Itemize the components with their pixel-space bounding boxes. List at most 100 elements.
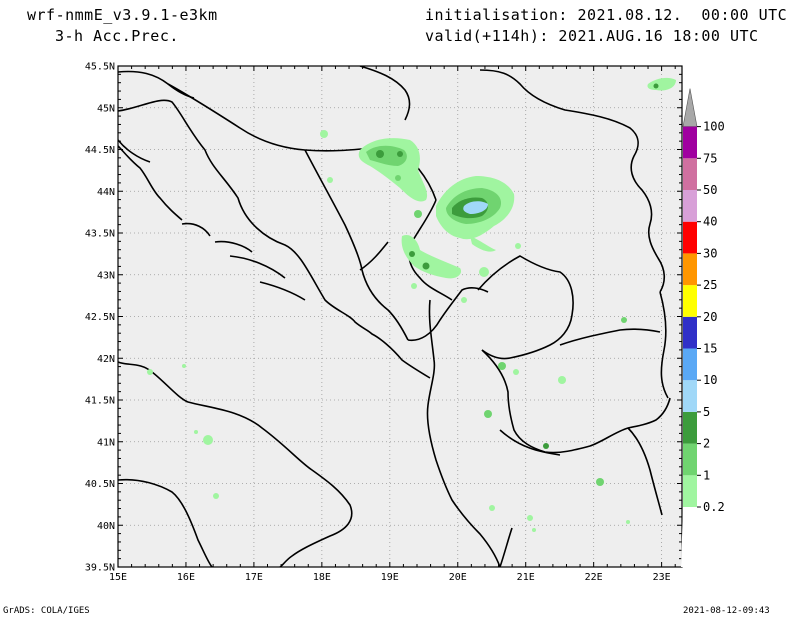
precip-cell-18 bbox=[194, 430, 198, 434]
model-name: wrf-nmmE_v3.9.1-e3km bbox=[27, 6, 218, 24]
precip-cell-19 bbox=[213, 493, 219, 499]
precip-tail-serbia bbox=[470, 236, 496, 252]
italy-heel-coastline bbox=[118, 361, 353, 567]
lat-label: 40.5N bbox=[85, 479, 115, 490]
montenegro-border bbox=[359, 241, 489, 342]
legend-swatch bbox=[683, 126, 697, 159]
legend-label: 30 bbox=[703, 246, 717, 260]
lat-label: 44.5N bbox=[85, 145, 115, 156]
greece-border bbox=[499, 427, 663, 516]
precip-cell-16 bbox=[182, 364, 186, 368]
macedonia-border bbox=[481, 349, 671, 454]
croatia-islands bbox=[118, 139, 306, 301]
precip-cell-6 bbox=[414, 210, 422, 218]
croatia-coast-north bbox=[118, 145, 183, 221]
lon-label: 18E bbox=[313, 572, 331, 583]
legend-swatch bbox=[683, 411, 697, 444]
lon-label: 23E bbox=[653, 572, 671, 583]
precip-cell-22 bbox=[532, 528, 536, 532]
precip-cell-14 bbox=[621, 317, 627, 323]
lat-label: 39.5N bbox=[85, 563, 115, 574]
serbia-north-border bbox=[359, 66, 666, 293]
lat-label: 41.5N bbox=[85, 396, 115, 407]
kosovo-border bbox=[477, 255, 574, 360]
precip-max-bosnia-1 bbox=[376, 150, 384, 158]
precip-area-montenegro bbox=[401, 234, 462, 279]
legend-swatch bbox=[683, 443, 697, 476]
legend-label: 0.2 bbox=[703, 500, 725, 514]
latitude-axis: 45.5N 45N 44.5N 44N 43.5N 43N 42.5N 42N 41.5N 41N… bbox=[85, 62, 682, 574]
bulgaria-border bbox=[559, 291, 669, 399]
italy-coastline bbox=[118, 99, 431, 379]
precip-cell-21 bbox=[527, 515, 533, 521]
precip-cell-4 bbox=[411, 283, 417, 289]
longitude-axis: 15E 16E 17E 18E 19E 20E 21E 22E 23E bbox=[109, 66, 676, 583]
italy-boot-coastline bbox=[118, 478, 213, 567]
lon-label: 20E bbox=[449, 572, 467, 583]
lon-label: 21E bbox=[517, 572, 535, 583]
lon-label: 16E bbox=[177, 572, 195, 583]
lat-label: 41N bbox=[97, 437, 115, 448]
legend-swatch bbox=[683, 380, 697, 412]
footer-timestamp: 2021-08-12-09:43 bbox=[683, 606, 770, 616]
legend-swatch bbox=[683, 348, 697, 381]
legend-label: 100 bbox=[703, 120, 725, 134]
lat-label: 43N bbox=[97, 270, 115, 281]
greece-west-coastline bbox=[499, 527, 513, 567]
legend-swatch bbox=[683, 221, 697, 254]
precip-max-montenegro-1 bbox=[409, 251, 415, 257]
albania-border bbox=[426, 299, 501, 567]
lat-label: 43.5N bbox=[85, 229, 115, 240]
legend-label: 25 bbox=[703, 278, 717, 292]
initialisation-time: initialisation: 2021.08.12. 00:00 UTC bbox=[425, 6, 788, 24]
field-name: 3-h Acc.Prec. bbox=[55, 27, 179, 45]
precip-cell-12 bbox=[543, 443, 549, 449]
legend-label: 2 bbox=[703, 437, 710, 451]
lon-label: 17E bbox=[245, 572, 263, 583]
precip-max-montenegro-2 bbox=[422, 262, 430, 270]
precip-cell-17 bbox=[203, 435, 213, 445]
precip-cell-24 bbox=[653, 83, 659, 89]
precip-cell-15 bbox=[147, 369, 153, 375]
footer-credit: GrADS: COLA/IGES bbox=[3, 606, 90, 616]
bosnia-south-border bbox=[304, 149, 409, 341]
legend-label: 10 bbox=[703, 373, 717, 387]
precip-cell-7 bbox=[461, 297, 467, 303]
precip-cell-3 bbox=[515, 243, 521, 249]
valid-time: valid(+114h): 2021.AUG.16 18:00 UTC bbox=[425, 27, 759, 45]
lat-label: 45.5N bbox=[85, 62, 115, 73]
precip-cell-11 bbox=[558, 376, 566, 384]
precip-max-serbia bbox=[463, 201, 488, 214]
precip-cell-9 bbox=[513, 369, 519, 375]
legend-label: 20 bbox=[703, 310, 717, 324]
precip-max-bosnia-2 bbox=[397, 151, 403, 157]
lat-label: 42.5N bbox=[85, 312, 115, 323]
legend-swatch bbox=[683, 285, 697, 317]
legend-label: 1 bbox=[703, 468, 710, 482]
precip-cell-23 bbox=[626, 520, 630, 524]
precip-cell-8 bbox=[498, 362, 506, 370]
legend-swatch bbox=[683, 158, 697, 190]
legend-swatch bbox=[683, 253, 697, 286]
legend-arrow-bottom bbox=[681, 507, 697, 567]
precip-cell-5 bbox=[327, 177, 333, 183]
lat-label: 42N bbox=[97, 354, 115, 365]
precip-cell-10 bbox=[484, 410, 492, 418]
lon-label: 15E bbox=[109, 572, 127, 583]
legend-label: 15 bbox=[703, 342, 717, 356]
legend-label: 5 bbox=[703, 405, 710, 419]
lon-label: 19E bbox=[381, 572, 399, 583]
legend-arrow-top bbox=[682, 88, 698, 127]
precip-core-bosnia bbox=[366, 145, 407, 166]
legend-label: 75 bbox=[703, 151, 717, 165]
lat-label: 45N bbox=[97, 103, 115, 114]
precip-cell-north-croatia bbox=[320, 130, 328, 138]
legend-label: 50 bbox=[703, 183, 717, 197]
precipitation-field bbox=[147, 77, 676, 532]
lat-label: 40N bbox=[97, 521, 115, 532]
legend-label: 40 bbox=[703, 215, 717, 229]
precip-max-bosnia-3 bbox=[395, 175, 401, 181]
legend-swatch bbox=[683, 316, 697, 349]
